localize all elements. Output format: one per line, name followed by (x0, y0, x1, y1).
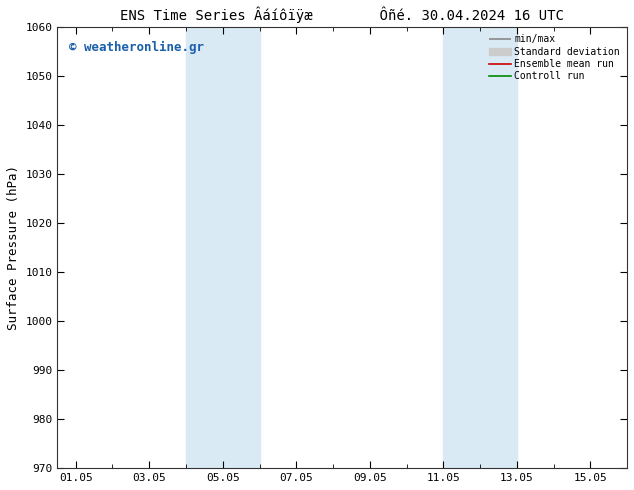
Bar (186, 27, 259, 468)
Title: ENS Time Series Âáíôïÿæ        Ôñé. 30.04.2024 16 UTC: ENS Time Series Âáíôïÿæ Ôñé. 30.04.2024 … (120, 7, 564, 24)
Bar (443, 27, 517, 468)
Y-axis label: Surface Pressure (hPa): Surface Pressure (hPa) (7, 165, 20, 330)
Text: © weatheronline.gr: © weatheronline.gr (68, 41, 204, 54)
Legend: min/max, Standard deviation, Ensemble mean run, Controll run: min/max, Standard deviation, Ensemble me… (488, 32, 622, 83)
